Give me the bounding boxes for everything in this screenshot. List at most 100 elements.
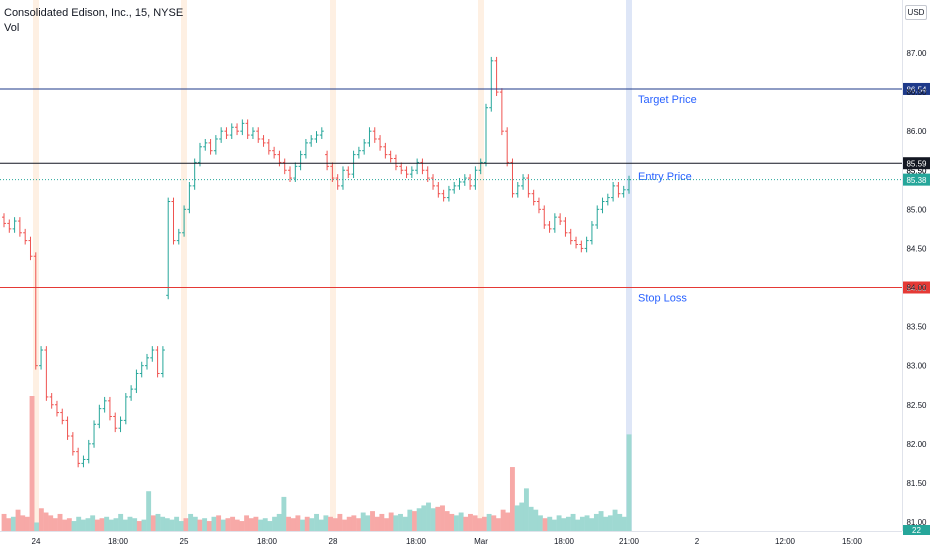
volume-bar: [258, 519, 264, 531]
y-tick-label: 82.00: [906, 440, 927, 449]
level-annotation[interactable]: Stop Loss: [638, 293, 687, 305]
volume-bar: [393, 515, 399, 531]
volume-bar: [318, 519, 324, 531]
y-tick-label: 83.50: [906, 323, 927, 332]
volume-tag[interactable]: 22: [912, 526, 921, 535]
y-tick-label: 84.00: [906, 284, 927, 293]
volume-bar: [496, 518, 501, 531]
level-annotation[interactable]: Entry Price: [638, 171, 692, 183]
volume-bar: [94, 519, 100, 531]
x-tick-label: 25: [180, 537, 189, 546]
level-price-tag-bg: [903, 157, 930, 170]
volume-bar: [426, 502, 431, 531]
volume-bar: [206, 521, 212, 531]
volume-bar: [374, 516, 380, 531]
x-tick-label: 18:00: [406, 537, 427, 546]
session-break-3: [478, 0, 484, 531]
volume-bar: [561, 518, 567, 531]
session-break-2: [330, 0, 336, 531]
volume-bar: [253, 516, 259, 531]
volume-bar: [122, 519, 128, 531]
volume-bar: [365, 515, 371, 531]
volume-bar: [141, 519, 147, 531]
x-tick-label: 12:00: [775, 537, 796, 546]
volume-bar: [34, 522, 40, 531]
volume-bar: [603, 516, 609, 531]
volume-bar: [463, 516, 469, 531]
level-annotation[interactable]: Target Price: [638, 94, 697, 106]
volume-bar: [579, 516, 585, 531]
volume-bar: [384, 518, 389, 531]
volume-bar: [15, 509, 21, 531]
volume-bar: [337, 513, 343, 531]
volume-bar: [388, 512, 394, 531]
volume-bar: [239, 521, 245, 531]
volume-bar: [593, 513, 599, 531]
volume-bar: [1, 513, 7, 531]
current-time-marker: [626, 0, 632, 531]
volume-bar: [542, 518, 548, 531]
x-tick-label: 21:00: [619, 537, 640, 546]
volume-bar: [523, 488, 529, 531]
volume-bar: [537, 515, 543, 531]
volume-bar: [295, 515, 301, 531]
volume-bar: [160, 516, 166, 531]
currency-badge[interactable]: USD: [905, 5, 927, 20]
volume-bar: [491, 515, 497, 531]
volume-bar: [416, 508, 422, 531]
volume-bar: [234, 519, 240, 531]
volume-bar: [197, 519, 203, 531]
volume-bar: [342, 519, 347, 531]
volume-bar: [360, 512, 366, 531]
level-price-tag-bg: [903, 82, 930, 95]
volume-bar: [626, 434, 632, 531]
y-tick-label: 84.50: [906, 244, 927, 253]
volume-bar: [108, 519, 114, 531]
volume-bar: [379, 513, 385, 531]
last-price-tag[interactable]: 85.38: [906, 176, 927, 185]
volume-bar: [314, 513, 319, 531]
volume-bar: [174, 516, 180, 531]
volume-bar: [150, 515, 156, 531]
volume-bar: [164, 518, 170, 531]
volume-bar: [225, 518, 231, 531]
volume-bar: [66, 518, 72, 531]
volume-bar: [412, 511, 417, 531]
volume-bar: [505, 512, 511, 531]
level-price-tag[interactable]: 84.00: [906, 284, 927, 293]
volume-bar: [607, 515, 613, 531]
volume-bar: [202, 518, 208, 531]
level-price-tag[interactable]: 85.59: [906, 160, 927, 169]
x-tick-label: 24: [32, 537, 41, 546]
x-tick-label: 18:00: [108, 537, 129, 546]
y-tick-label: 86.50: [906, 88, 927, 97]
volume-bar: [132, 518, 138, 531]
volume-bar: [262, 518, 268, 531]
chart-legend: Consolidated Edison, Inc., 15, NYSE Vol: [4, 6, 183, 36]
volume-bar: [402, 516, 408, 531]
x-tick-label: Mar: [474, 537, 488, 546]
symbol-title[interactable]: Consolidated Edison, Inc., 15, NYSE: [4, 7, 184, 19]
level-price-tag[interactable]: 86.54: [906, 85, 927, 94]
volume-bar: [398, 513, 403, 531]
y-tick-label: 81.00: [906, 518, 927, 527]
volume-bar: [188, 513, 194, 531]
x-tick-label: 18:00: [257, 537, 278, 546]
volume-bar: [304, 516, 310, 531]
volume-bar: [20, 515, 26, 531]
volume-bar: [38, 508, 44, 531]
volume-bar: [230, 516, 236, 531]
y-tick-label: 82.50: [906, 401, 927, 410]
volume-bar: [267, 521, 273, 531]
volume-bar: [52, 518, 58, 531]
volume-bar: [458, 512, 464, 531]
volume-bar: [155, 513, 161, 531]
volume-bar: [192, 516, 198, 531]
volume-bar: [80, 519, 86, 531]
volume-label[interactable]: Vol: [4, 22, 20, 34]
y-tick-label: 83.00: [906, 362, 927, 371]
volume-bar: [85, 518, 91, 531]
volume-bar: [570, 513, 576, 531]
